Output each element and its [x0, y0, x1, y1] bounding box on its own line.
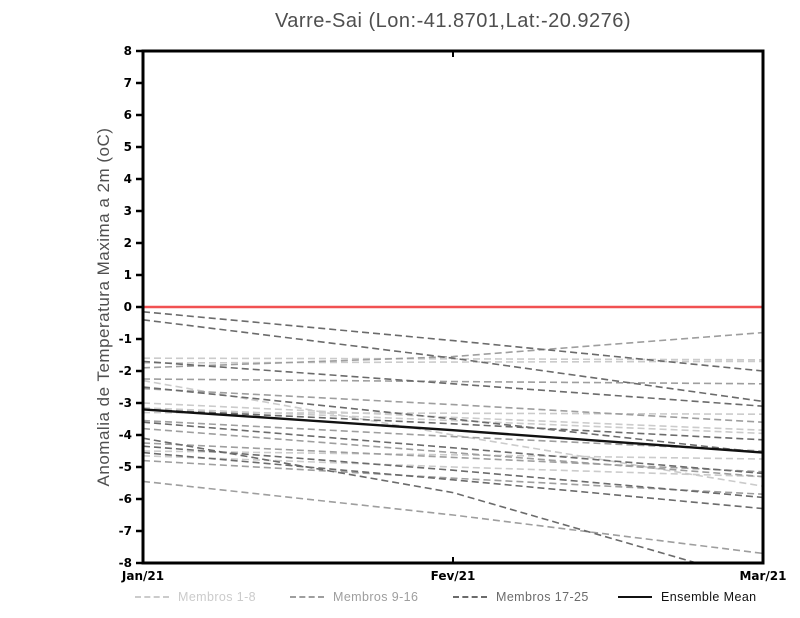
svg-text:-2: -2 — [119, 364, 132, 378]
legend-label: Ensemble Mean — [661, 590, 757, 604]
svg-text:4: 4 — [124, 172, 132, 186]
svg-text:2: 2 — [124, 236, 132, 250]
svg-text:-4: -4 — [119, 428, 132, 442]
legend: Membros 1-8 Membros 9-16 Membros 17-25 E… — [0, 586, 800, 610]
dashed-line-sample-icon — [453, 596, 487, 598]
legend-label: Membros 1-8 — [178, 590, 257, 604]
solid-line-sample-icon — [618, 596, 652, 598]
chart-title: Varre-Sai (Lon:-41.8701,Lat:-20.9276) — [274, 10, 632, 32]
svg-text:Jan/21: Jan/21 — [121, 569, 164, 583]
dashed-line-sample-icon — [290, 596, 324, 598]
svg-text:-3: -3 — [119, 396, 132, 410]
svg-text:1: 1 — [124, 268, 132, 282]
svg-text:Mar/21: Mar/21 — [739, 569, 786, 583]
legend-label: Membros 9-16 — [333, 590, 419, 604]
svg-text:3: 3 — [124, 204, 132, 218]
svg-text:0: 0 — [124, 300, 132, 314]
svg-text:7: 7 — [124, 76, 132, 90]
svg-text:5: 5 — [124, 140, 132, 154]
svg-text:-5: -5 — [119, 460, 132, 474]
svg-text:Fev/21: Fev/21 — [431, 569, 476, 583]
svg-text:8: 8 — [124, 44, 132, 58]
svg-text:-1: -1 — [119, 332, 132, 346]
svg-text:-8: -8 — [119, 556, 132, 570]
svg-text:6: 6 — [124, 108, 132, 122]
legend-label: Membros 17-25 — [496, 590, 589, 604]
legend-item-ensemble-mean: Ensemble Mean — [618, 586, 757, 608]
svg-text:-6: -6 — [119, 492, 132, 506]
legend-item-membros-9-16: Membros 9-16 — [290, 586, 418, 608]
legend-item-membros-1-8: Membros 1-8 — [135, 586, 256, 608]
legend-item-membros-17-25: Membros 17-25 — [453, 586, 589, 608]
dashed-line-sample-icon — [135, 596, 169, 598]
svg-text:-7: -7 — [119, 524, 132, 538]
